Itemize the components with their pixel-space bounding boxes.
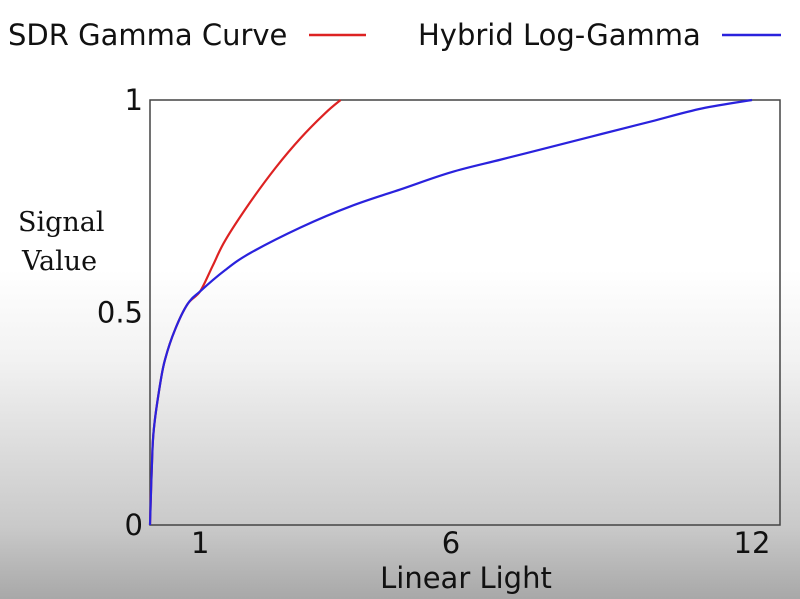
x-tick-label-6: 6	[442, 526, 460, 560]
y-tick-label-1: 1	[125, 83, 143, 117]
series-line-hybrid-log-gamma	[148, 98, 753, 526]
plot-frame	[149, 99, 781, 526]
x-tick-label-12: 12	[734, 526, 771, 560]
series-lines	[148, 98, 753, 526]
legend-label-hlg: Hybrid Log-Gamma	[418, 18, 701, 52]
series-line-sdr-gamma	[148, 99, 342, 526]
y-tick-label-0: 0	[125, 508, 143, 542]
legend-label-sdr: SDR Gamma Curve	[8, 18, 287, 52]
y-axis-label-line-1: Signal	[18, 207, 105, 238]
x-tick-label-1: 1	[191, 526, 209, 560]
y-tick-label-0.5: 0.5	[97, 296, 143, 330]
y-axis-label-line-2: Value	[21, 246, 97, 277]
x-axis-label: Linear Light	[380, 561, 552, 595]
axis-ticks: 1 6 12 0 0.5 1	[97, 83, 771, 560]
y-axis-label: Signal Value	[18, 207, 105, 277]
legend: SDR Gamma Curve Hybrid Log-Gamma	[8, 18, 781, 52]
